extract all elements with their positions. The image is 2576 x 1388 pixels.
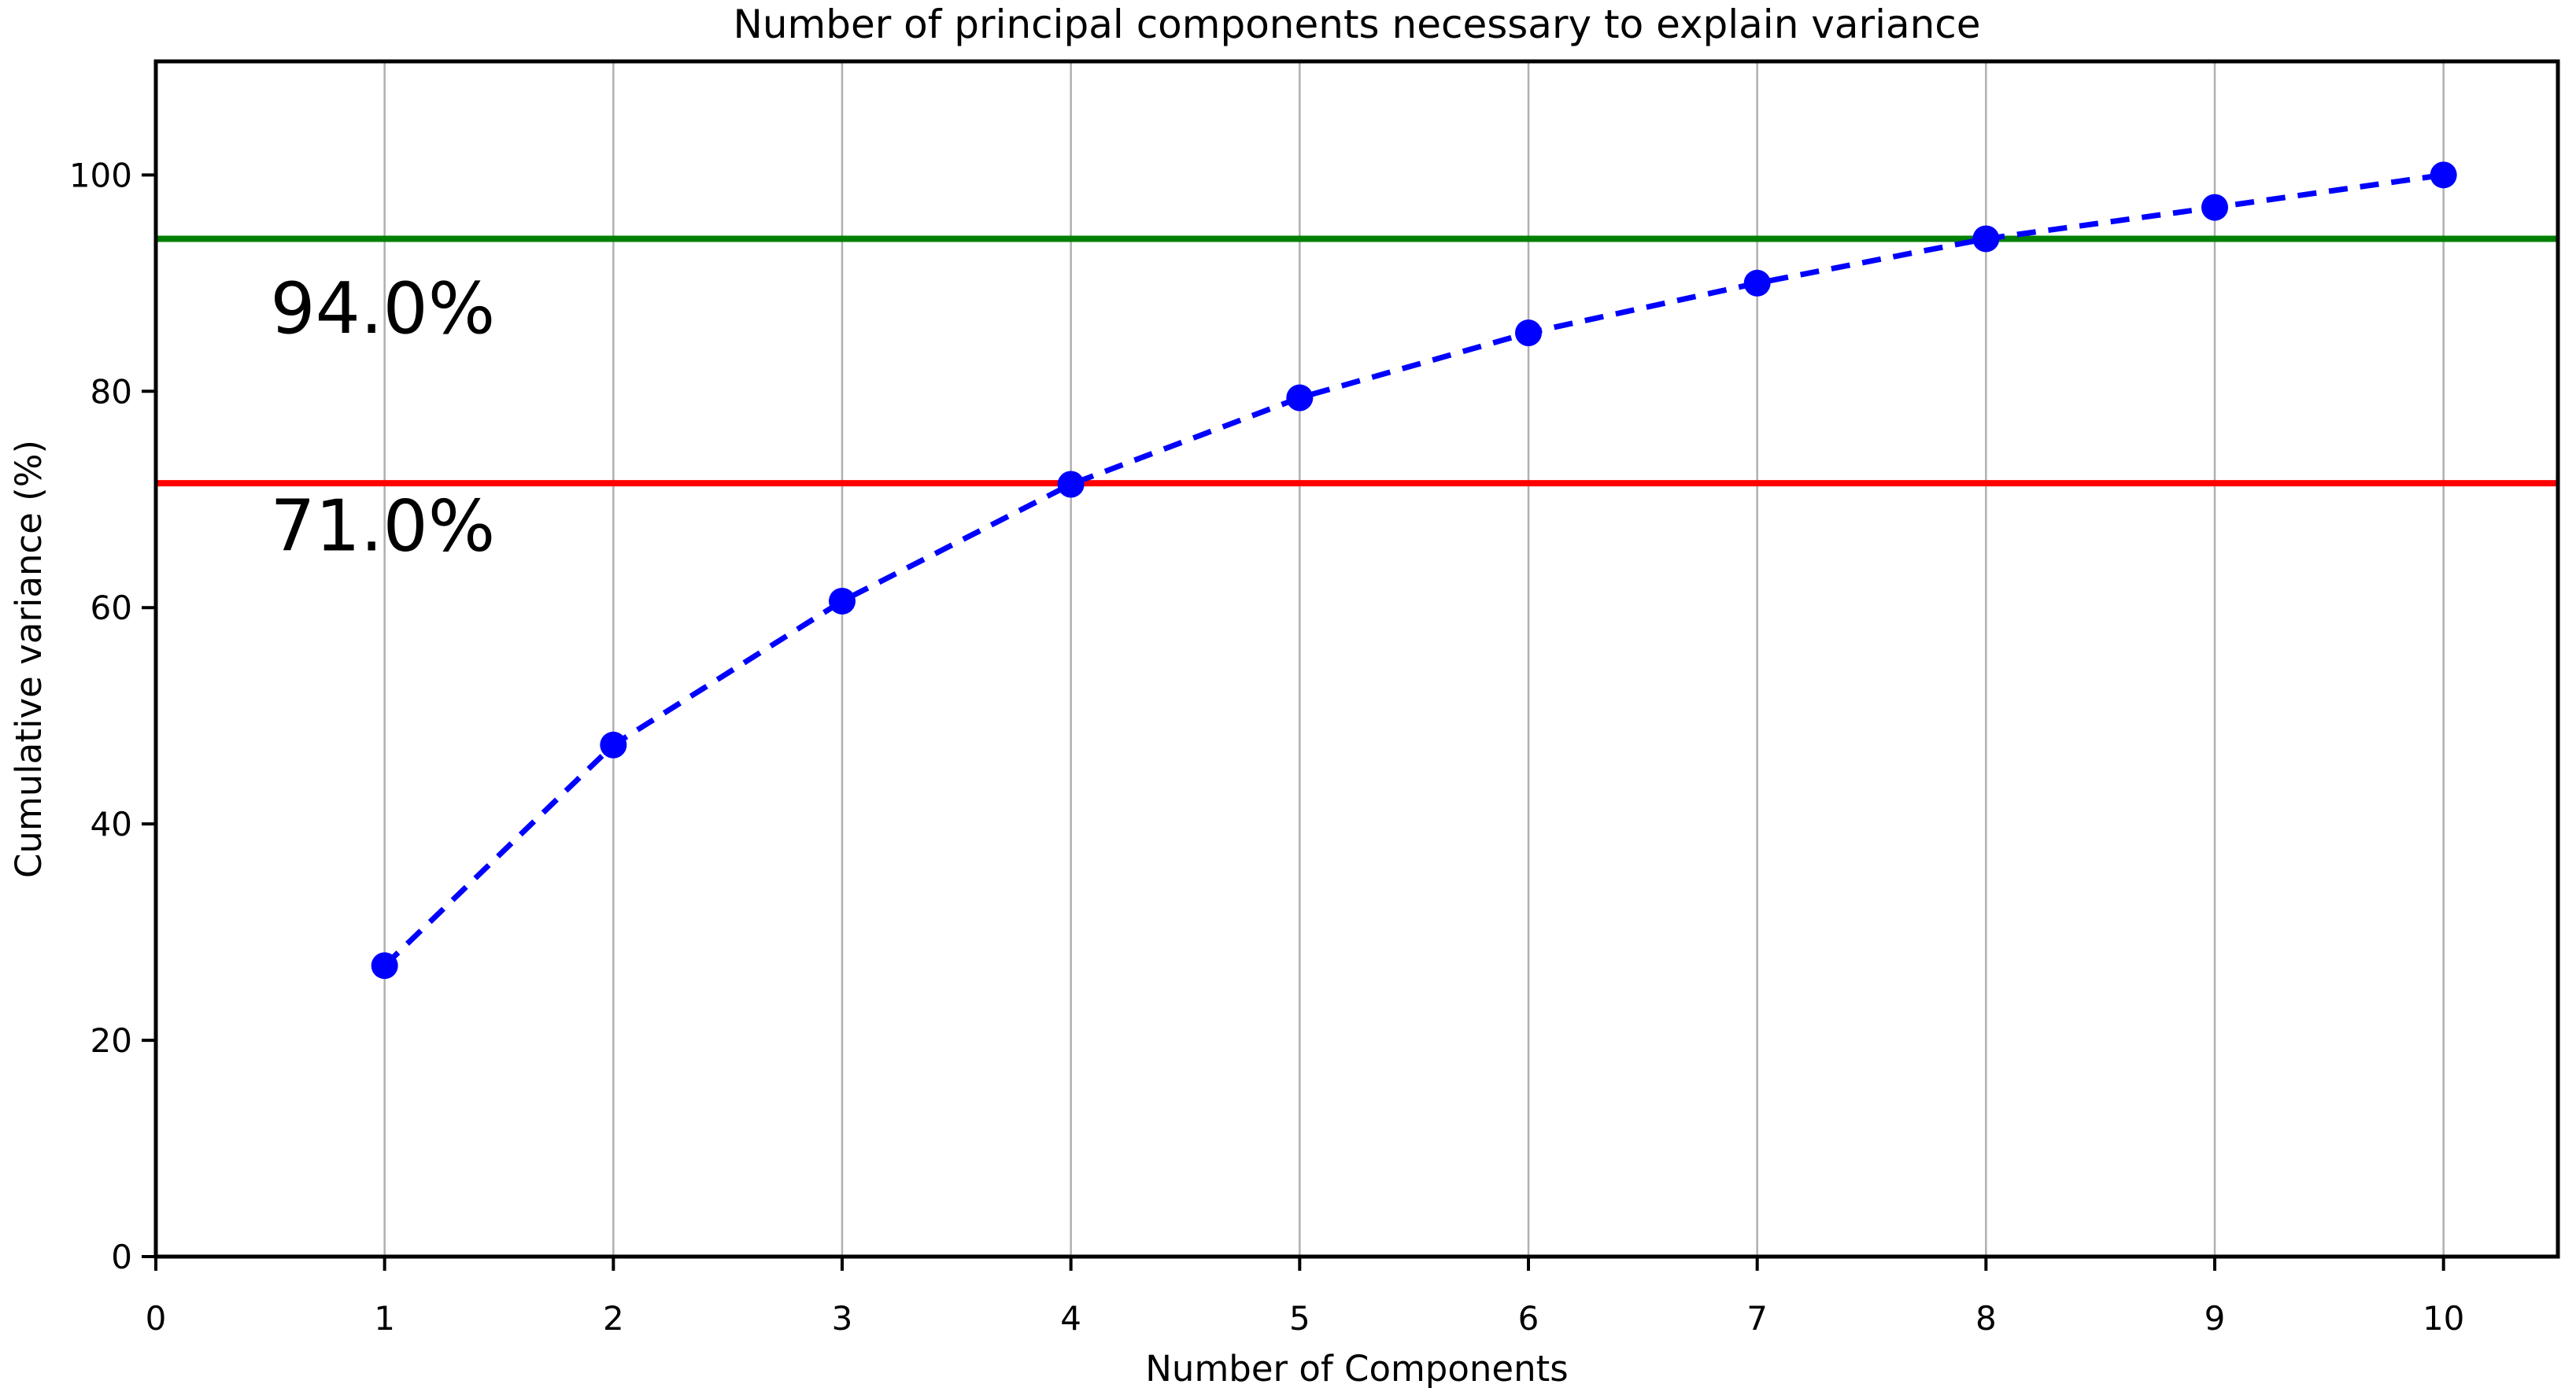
y-tick-label: 0 — [111, 1238, 132, 1276]
x-tick-label: 0 — [146, 1299, 167, 1338]
data-point-marker — [1972, 225, 2000, 253]
x-tick-label: 7 — [1746, 1299, 1768, 1338]
data-point-marker — [829, 587, 856, 615]
x-axis-label: Number of Components — [1145, 1348, 1568, 1388]
series-line — [383, 172, 2445, 968]
x-tick-label: 1 — [374, 1299, 395, 1338]
data-point-marker — [600, 731, 627, 759]
data-point-marker — [1515, 319, 1542, 347]
x-tick-label: 6 — [1518, 1299, 1539, 1338]
y-axis-label: Cumulative variance (%) — [8, 440, 50, 878]
y-tick-label: 100 — [69, 156, 132, 194]
data-point-marker — [2201, 194, 2228, 221]
x-tick-label: 4 — [1060, 1299, 1081, 1338]
y-tick-label: 40 — [91, 805, 132, 844]
chart-title: Number of principal components necessary… — [733, 2, 1980, 47]
x-tick-label: 8 — [1975, 1299, 1997, 1338]
series-markers — [371, 161, 2457, 980]
y-tick-label: 80 — [91, 372, 132, 411]
x-tick-label: 9 — [2205, 1299, 2226, 1338]
data-point-marker — [371, 952, 398, 980]
green-threshold-label: 94.0% — [270, 268, 495, 350]
x-tick-label: 3 — [832, 1299, 853, 1338]
x-tick-label: 2 — [603, 1299, 624, 1338]
y-tick-label: 20 — [91, 1021, 132, 1060]
data-point-marker — [1057, 471, 1085, 498]
data-point-marker — [2430, 161, 2457, 189]
x-tick-label: 5 — [1289, 1299, 1310, 1338]
x-tick-label: 10 — [2423, 1299, 2464, 1338]
y-tick-label: 60 — [91, 589, 132, 627]
axes-spines — [153, 59, 2560, 1259]
data-point-marker — [1286, 384, 1314, 412]
red-threshold-label: 71.0% — [270, 485, 495, 567]
data-point-marker — [1743, 269, 1771, 297]
